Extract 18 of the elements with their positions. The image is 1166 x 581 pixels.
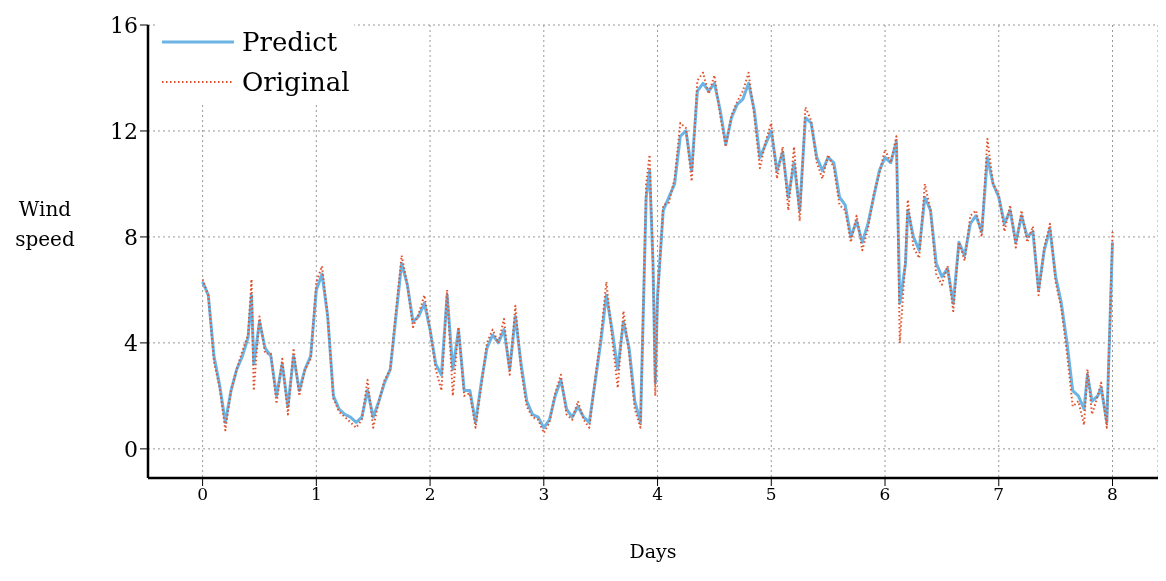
y-tick-label: 4 xyxy=(124,330,138,356)
x-tick-label: 0 xyxy=(197,484,209,505)
y-tick-label: 16 xyxy=(110,12,138,38)
x-tick-label: 7 xyxy=(993,484,1005,505)
y-tick-label: 12 xyxy=(110,118,138,144)
legend-label: Original xyxy=(242,66,350,99)
x-axis-title: Days xyxy=(629,540,677,562)
y-tick-label: 8 xyxy=(124,224,138,250)
x-tick-label: 3 xyxy=(538,484,550,505)
y-axis-title: Wind speed xyxy=(15,196,75,251)
x-tick-label: 4 xyxy=(652,484,663,505)
x-tick-label: 2 xyxy=(424,484,436,505)
legend-label: Predict xyxy=(242,26,338,59)
x-tick-label: 6 xyxy=(879,484,891,505)
x-tick-label: 5 xyxy=(765,484,777,505)
x-tick-label: 1 xyxy=(310,484,322,505)
x-tick-label: 8 xyxy=(1107,484,1118,505)
y-tick-label: 0 xyxy=(124,436,138,462)
